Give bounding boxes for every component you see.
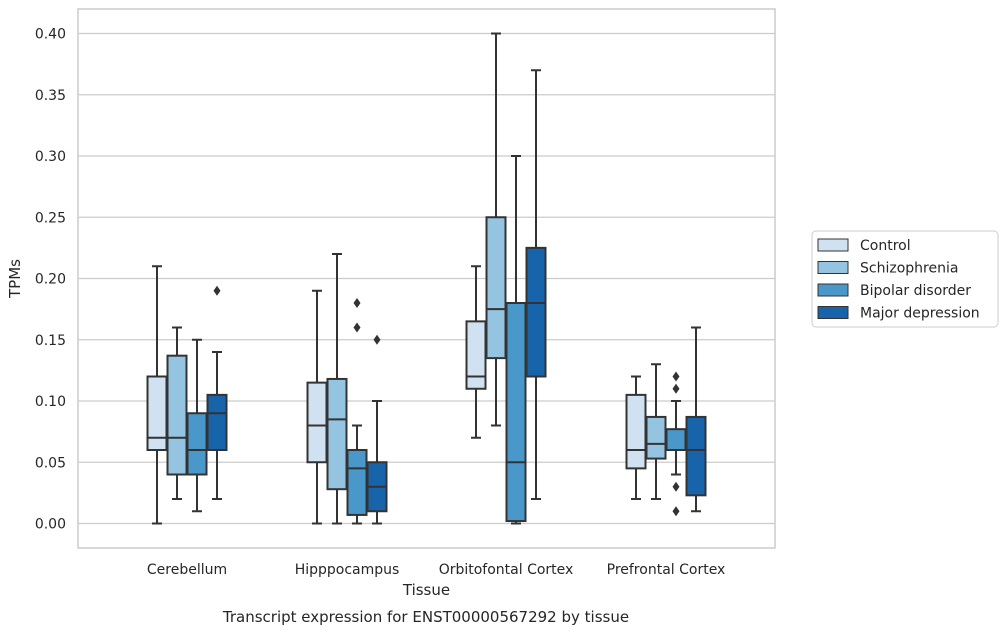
box-bipolar-disorder <box>346 298 368 525</box>
legend-swatch <box>817 261 849 274</box>
legend-swatch <box>817 283 849 297</box>
x-tick-label: Hipppocampus <box>295 562 400 578</box>
legend-label: Major depression <box>860 306 980 322</box>
box-iqr <box>685 415 707 497</box>
box-iqr <box>206 393 228 451</box>
outlier-marker <box>353 322 361 333</box>
outlier-marker <box>213 285 221 296</box>
box-iqr <box>485 216 507 360</box>
box-schizophrenia <box>166 326 188 500</box>
box-iqr <box>525 246 547 378</box>
x-tick-label: Orbitofontal Cortex <box>439 562 574 578</box>
box-major-depression <box>685 326 707 513</box>
y-tick-label: 0.35 <box>35 88 66 104</box>
box-series <box>146 32 707 525</box>
box-bipolar-disorder <box>665 371 687 517</box>
box-iqr <box>166 354 188 476</box>
box-control <box>146 265 168 525</box>
legend-swatch <box>817 238 849 252</box>
box-major-depression <box>206 285 228 500</box>
box-iqr <box>645 415 667 460</box>
box-schizophrenia <box>485 32 507 427</box>
box-iqr <box>505 302 527 523</box>
legend-label: Schizophrenia <box>860 261 958 277</box>
box-control <box>306 289 328 525</box>
box-iqr <box>665 428 687 451</box>
y-tick-label: 0.05 <box>35 455 66 471</box>
box-iqr <box>625 393 647 470</box>
legend-frame <box>811 230 999 328</box>
y-tick-labels: 0.00 0.05 0.10 0.15 0.20 0.25 0.30 0.35 0.40 <box>35 27 66 533</box>
box-iqr <box>146 375 168 451</box>
legend-label: Control <box>860 238 911 254</box>
legend-swatch <box>817 306 849 319</box>
box-major-depression <box>366 334 388 525</box>
y-tick-label: 0.00 <box>35 517 66 533</box>
outlier-marker <box>672 383 680 394</box>
box-schizophrenia <box>645 363 667 500</box>
y-tick-label: 0.30 <box>35 149 66 165</box>
box-schizophrenia <box>326 253 348 525</box>
y-tick-label: 0.40 <box>35 27 66 43</box>
box-major-depression <box>525 69 547 500</box>
x-tick-labels: Cerebellum Hipppocampus Orbitofontal Corte… <box>147 562 725 578</box>
box-iqr <box>186 412 208 476</box>
x-axis-label: Tissue <box>402 581 450 599</box>
outlier-marker <box>672 371 680 382</box>
outlier-marker <box>353 298 361 308</box>
y-axis-label: TPMs <box>6 259 24 299</box>
y-tick-label: 0.25 <box>35 210 66 226</box>
legend-label: Bipolar disorder <box>860 283 971 299</box>
x-tick-label: Prefrontal Cortex <box>607 562 726 578</box>
box-bipolar-disorder <box>505 155 527 525</box>
outlier-marker <box>672 481 680 492</box>
box-iqr <box>346 449 368 516</box>
y-tick-label: 0.15 <box>35 333 66 349</box>
outlier-marker <box>672 506 680 517</box>
x-tick-label: Cerebellum <box>147 562 227 578</box>
plot-frame <box>77 8 776 549</box>
box-iqr <box>306 381 328 464</box>
box-control <box>465 265 487 439</box>
box-bipolar-disorder <box>186 338 208 513</box>
box-iqr <box>326 377 348 491</box>
box-control <box>625 375 647 500</box>
outlier-marker <box>373 334 381 345</box>
chart-caption: Transcript expression for ENST0000056729… <box>222 608 629 626</box>
y-tick-label: 0.20 <box>35 272 66 288</box>
y-tick-label: 0.10 <box>35 394 66 410</box>
box-iqr <box>465 320 487 390</box>
legend: Control Schizophrenia Bipolar disorder Majo… <box>811 230 999 328</box>
